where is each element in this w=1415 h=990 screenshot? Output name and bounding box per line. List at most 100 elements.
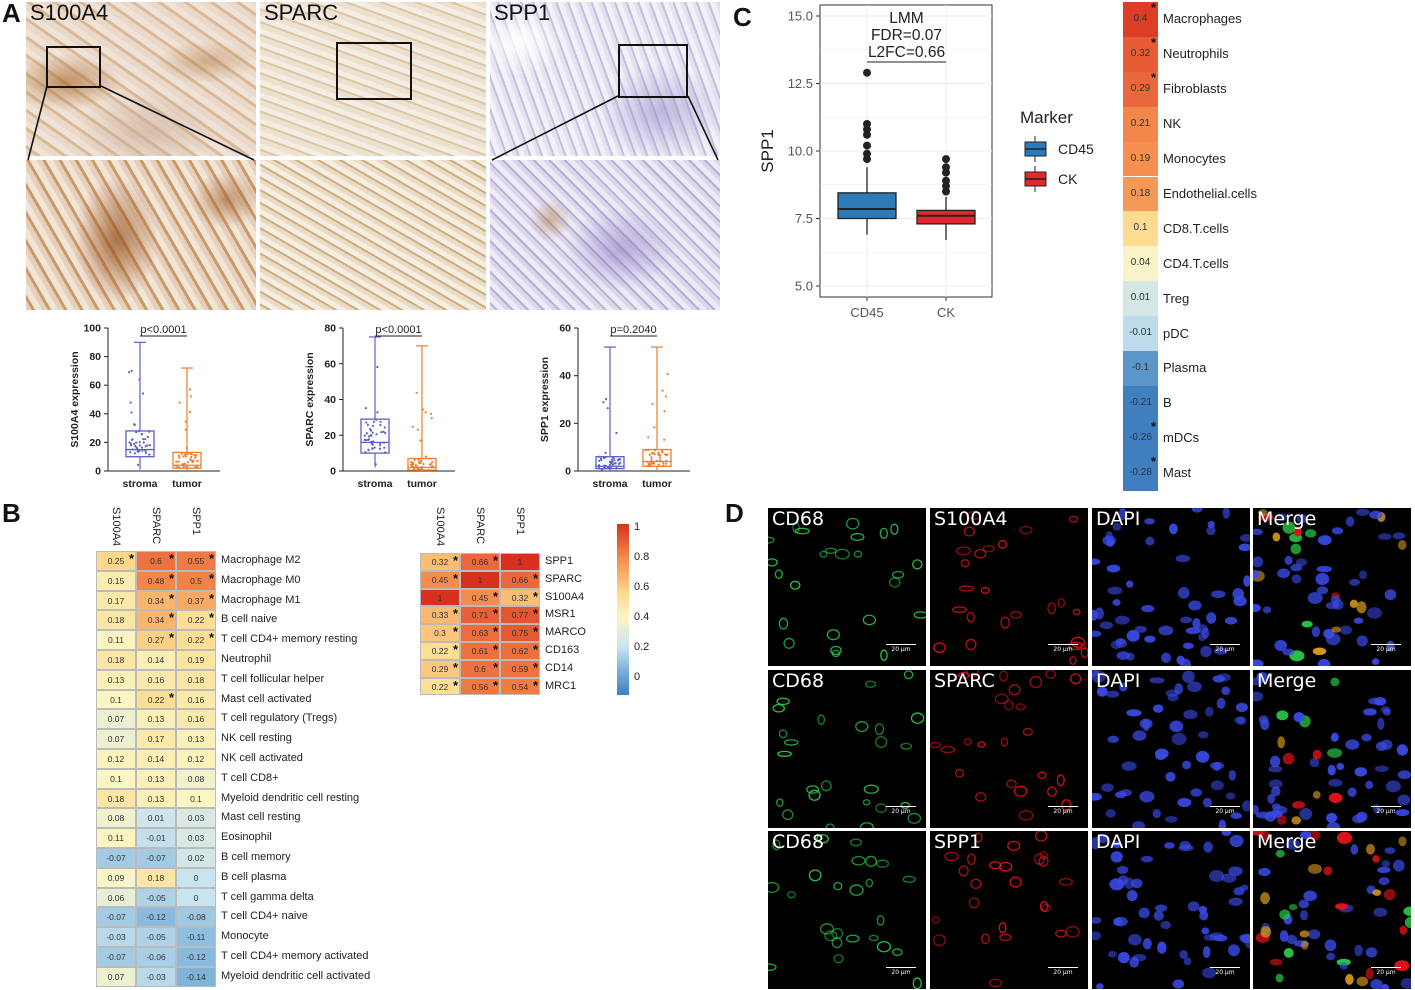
heatmap-cell: 0.34 *: [136, 590, 176, 611]
cell-signal: [960, 559, 970, 568]
cell-signal: [862, 614, 877, 626]
cell-signal: [1350, 844, 1359, 855]
cell-signal: [1070, 636, 1085, 648]
data-point: [364, 406, 367, 410]
cell-signal: [1198, 731, 1209, 739]
heatmap-cell: 0.08: [96, 808, 136, 829]
if-cells: [768, 517, 926, 661]
cell-signal: [1253, 556, 1264, 568]
data-point: [379, 423, 382, 427]
heatmap-cell: 0.27 *: [136, 630, 176, 650]
legend-label: CK: [1058, 171, 1078, 187]
cell-signal: [1398, 836, 1407, 847]
scale-bar: 20 μm: [1048, 967, 1078, 979]
cell-signal: [1315, 572, 1330, 586]
cell-signal: [1292, 801, 1306, 809]
cell-signal: [1185, 627, 1201, 635]
cell-signal: [912, 977, 922, 989]
cell-signal: [907, 812, 922, 824]
cell-signal: [1399, 925, 1408, 935]
data-point: [194, 465, 197, 469]
y-axis-title: S100A4 expression: [69, 351, 81, 447]
cell-signal: [1275, 973, 1284, 983]
heatmap-cell: 0.3 *: [420, 624, 460, 642]
cell-signal: [1276, 710, 1289, 721]
if-cells: [1092, 508, 1250, 666]
data-point: [148, 430, 151, 433]
data-point: [376, 365, 379, 369]
scale-bar: 20 μm: [1210, 806, 1240, 818]
data-point: [419, 439, 422, 442]
data-point: [363, 434, 366, 437]
data-point: [175, 460, 178, 463]
row-label: Myeloid dendritic cell activated: [221, 969, 371, 982]
data-point: [365, 421, 368, 424]
cell-signal: [944, 851, 959, 862]
heatmap-cell: 0.06: [96, 887, 136, 908]
row-label: S100A4: [545, 590, 585, 603]
cell-signal: [933, 642, 946, 653]
cell-signal: [1256, 672, 1269, 683]
cell-signal: [789, 580, 801, 590]
significance-star: *: [1150, 69, 1156, 85]
cell-signal: [1366, 843, 1375, 855]
row-label: NK cell resting: [221, 732, 292, 745]
colorbar-tick-label: 0.2: [634, 641, 650, 653]
cell-signal: [1392, 859, 1405, 872]
outlier-point: [942, 176, 950, 185]
cell-signal: [826, 629, 841, 641]
heatmap-cell: 0.07: [96, 966, 136, 987]
cell-signal: [1221, 686, 1231, 696]
cell-signal: [1290, 563, 1303, 572]
data-point: [378, 447, 382, 450]
legend-title: Marker: [1020, 108, 1073, 127]
data-point: [428, 463, 432, 466]
heatmap-cell: 0.14: [136, 650, 176, 670]
cell-signal: [1177, 587, 1190, 599]
data-point: [135, 447, 138, 450]
cell-signal: [1286, 934, 1298, 945]
cell-signal: [1195, 750, 1210, 763]
significance-star: *: [168, 689, 174, 705]
cell-signal: [1124, 877, 1135, 890]
cell-signal: [1110, 640, 1122, 650]
cell-signal: [977, 741, 986, 748]
significance-star: *: [492, 553, 498, 568]
cell-signal: [1336, 762, 1345, 770]
cell-signal: [967, 510, 981, 520]
data-point: [663, 410, 666, 413]
cell-signal: [1202, 946, 1211, 958]
cell-signal: [1096, 983, 1104, 989]
cell-signal: [1232, 587, 1245, 600]
cell-signal: [778, 617, 789, 630]
stain-label-spp1: SPP1: [494, 2, 551, 25]
cell-signal: [1092, 630, 1102, 638]
cell-signal: [1278, 513, 1287, 521]
scale-bar-text: 20 μm: [1376, 969, 1396, 976]
scale-bar-text: 20 μm: [891, 969, 911, 976]
cell-signal: [970, 878, 982, 889]
significance-star: *: [492, 624, 498, 640]
cell-signal: [1285, 839, 1301, 850]
cell-signal: [1209, 761, 1225, 770]
heatmap-cell: 0.4 *: [1123, 1, 1158, 37]
if-cells: [1092, 670, 1250, 828]
y-axis-title: SPARC expression: [304, 352, 316, 446]
data-point: [183, 466, 186, 469]
data-point: [611, 460, 614, 463]
data-point: [615, 465, 618, 468]
scale-bar: 20 μm: [1048, 644, 1078, 656]
significance-star: *: [168, 570, 174, 586]
y-tick-label: 10.0: [788, 144, 813, 159]
data-point: [602, 401, 605, 404]
data-point: [185, 465, 188, 468]
data-point: [186, 452, 189, 455]
cell-signal: [845, 934, 860, 943]
cell-signal: [1374, 765, 1389, 773]
cell-signal: [1228, 770, 1237, 781]
cell-signal: [778, 729, 788, 739]
cell-signal: [910, 712, 925, 724]
cell-signal: [1238, 543, 1250, 552]
if-channel-label: DAPI: [1096, 831, 1141, 853]
cell-signal: [930, 741, 941, 749]
